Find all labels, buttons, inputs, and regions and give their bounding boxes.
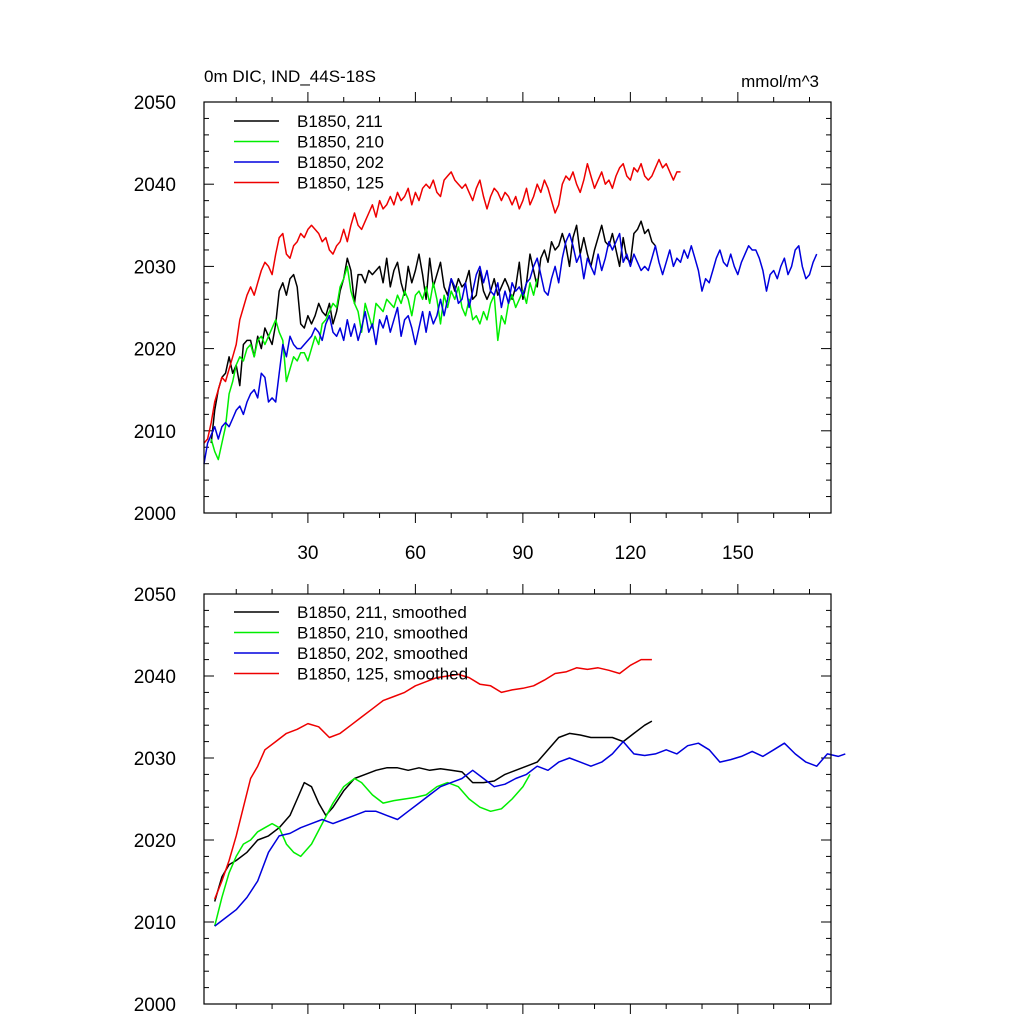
x-tick-label: 120 <box>615 543 647 564</box>
units-label: mmol/m^3 <box>741 72 819 91</box>
legend-label: B1850, 210 <box>297 133 384 152</box>
x-tick-label: 30 <box>297 543 318 564</box>
bottom-series <box>213 658 846 927</box>
series-line-r125 <box>203 158 681 444</box>
series-line-r202 <box>214 740 846 927</box>
y-tick-label: 2050 <box>134 585 176 606</box>
legend-label: B1850, 125 <box>297 174 384 193</box>
y-tick-label: 2010 <box>134 913 176 934</box>
bottom-panel: 2000 2010 2020 2030 2040 2050 B1850, 211, smo… <box>134 584 846 1016</box>
legend-label: B1850, 211 <box>297 112 383 131</box>
top-axes: 2000 2010 2020 2030 2040 2050 30 60 90 120 150 <box>134 92 831 564</box>
series-line-r202 <box>203 232 818 464</box>
y-tick-label: 2020 <box>134 340 176 361</box>
legend-label: B1850, 202, smoothed <box>297 644 468 663</box>
y-tick-label: 2030 <box>134 749 176 770</box>
y-tick-label: 2050 <box>134 93 176 114</box>
y-tick-label: 2000 <box>134 995 176 1016</box>
top-panel: 0m DIC, IND_44S-18S mmol/m^3 2000 2010 202… <box>134 67 832 564</box>
series-line-r211 <box>213 720 653 902</box>
x-tick-label: 60 <box>405 543 426 564</box>
legend-label: B1850, 202 <box>297 153 384 172</box>
bottom-axes: 2000 2010 2020 2030 2040 2050 <box>134 584 831 1016</box>
y-tick-label: 2040 <box>134 175 176 196</box>
legend-label: B1850, 210, smoothed <box>297 624 468 643</box>
top-series <box>203 158 818 464</box>
legend-label: B1850, 125, smoothed <box>297 665 468 684</box>
top-plot-frame <box>203 101 832 514</box>
y-tick-label: 2000 <box>134 504 176 525</box>
chart-title: 0m DIC, IND_44S-18S <box>204 67 376 86</box>
y-tick-label: 2040 <box>134 667 176 688</box>
legend-label: B1850, 211, smoothed <box>297 603 467 622</box>
y-tick-label: 2010 <box>134 422 176 443</box>
series-line-r211 <box>210 220 656 444</box>
x-tick-label: 90 <box>512 543 533 564</box>
bottom-legend: B1850, 211, smoothed B1850, 210, smoothed… <box>234 603 468 684</box>
x-tick-label: 150 <box>722 543 754 564</box>
y-tick-label: 2030 <box>134 257 176 278</box>
bottom-plot-frame <box>203 593 832 1005</box>
series-line-r125 <box>214 658 652 900</box>
series-line-r210 <box>210 265 538 461</box>
series-line-r210 <box>213 774 531 927</box>
y-tick-label: 2020 <box>134 831 176 852</box>
